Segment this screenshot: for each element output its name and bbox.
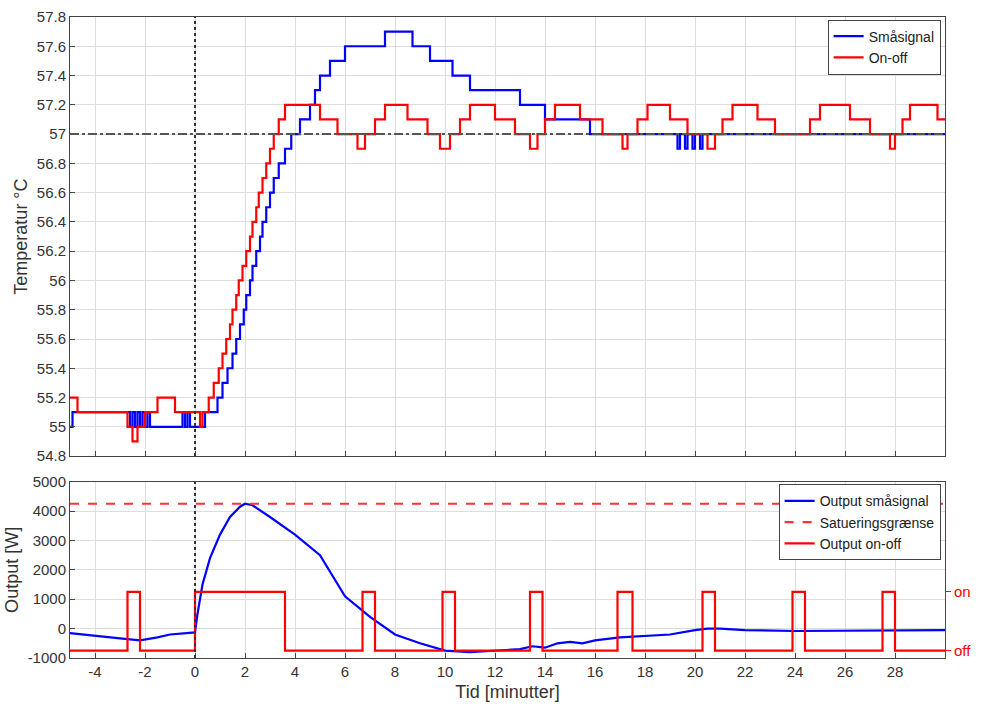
svg-text:57.8: 57.8 — [37, 8, 66, 25]
svg-text:54.8: 54.8 — [37, 447, 66, 464]
svg-text:55.4: 55.4 — [37, 360, 66, 377]
svg-text:off: off — [954, 642, 971, 659]
svg-text:55.8: 55.8 — [37, 301, 66, 318]
svg-text:55.6: 55.6 — [37, 330, 66, 347]
svg-text:On-off: On-off — [869, 50, 908, 66]
svg-text:8: 8 — [391, 663, 399, 680]
svg-text:16: 16 — [587, 663, 604, 680]
svg-text:Output on-off: Output on-off — [820, 536, 902, 552]
svg-text:57.6: 57.6 — [37, 38, 66, 55]
svg-text:0: 0 — [191, 663, 199, 680]
svg-text:Output småsignal: Output småsignal — [820, 493, 929, 509]
svg-text:Temperatur °C: Temperatur °C — [11, 178, 31, 294]
svg-text:5000: 5000 — [33, 473, 66, 490]
svg-text:3000: 3000 — [33, 532, 66, 549]
svg-text:57.2: 57.2 — [37, 96, 66, 113]
svg-text:0: 0 — [58, 620, 66, 637]
svg-text:57: 57 — [49, 125, 66, 142]
svg-text:56.8: 56.8 — [37, 155, 66, 172]
svg-text:2000: 2000 — [33, 561, 66, 578]
svg-text:-4: -4 — [88, 663, 101, 680]
svg-text:55: 55 — [49, 418, 66, 435]
svg-text:56.6: 56.6 — [37, 184, 66, 201]
svg-text:Output [W]: Output [W] — [2, 527, 22, 613]
svg-text:14: 14 — [537, 663, 554, 680]
svg-text:20: 20 — [687, 663, 704, 680]
svg-text:55.2: 55.2 — [37, 389, 66, 406]
svg-text:Småsignal: Småsignal — [869, 29, 934, 45]
svg-text:4000: 4000 — [33, 502, 66, 519]
svg-text:24: 24 — [787, 663, 804, 680]
svg-text:-1000: -1000 — [28, 649, 66, 666]
svg-text:2: 2 — [241, 663, 249, 680]
svg-text:Satueringsgrænse: Satueringsgrænse — [820, 515, 935, 531]
svg-text:56.2: 56.2 — [37, 242, 66, 259]
svg-text:4: 4 — [291, 663, 299, 680]
svg-text:10: 10 — [437, 663, 454, 680]
svg-text:Tid [minutter]: Tid [minutter] — [455, 682, 559, 702]
svg-text:1000: 1000 — [33, 590, 66, 607]
svg-text:26: 26 — [837, 663, 854, 680]
svg-text:28: 28 — [887, 663, 904, 680]
svg-text:22: 22 — [737, 663, 754, 680]
svg-text:18: 18 — [637, 663, 654, 680]
svg-text:56: 56 — [49, 272, 66, 289]
svg-text:56.4: 56.4 — [37, 213, 66, 230]
svg-text:on: on — [954, 583, 971, 600]
svg-text:57.4: 57.4 — [37, 67, 66, 84]
svg-text:12: 12 — [487, 663, 504, 680]
svg-text:6: 6 — [341, 663, 349, 680]
svg-text:-2: -2 — [138, 663, 151, 680]
